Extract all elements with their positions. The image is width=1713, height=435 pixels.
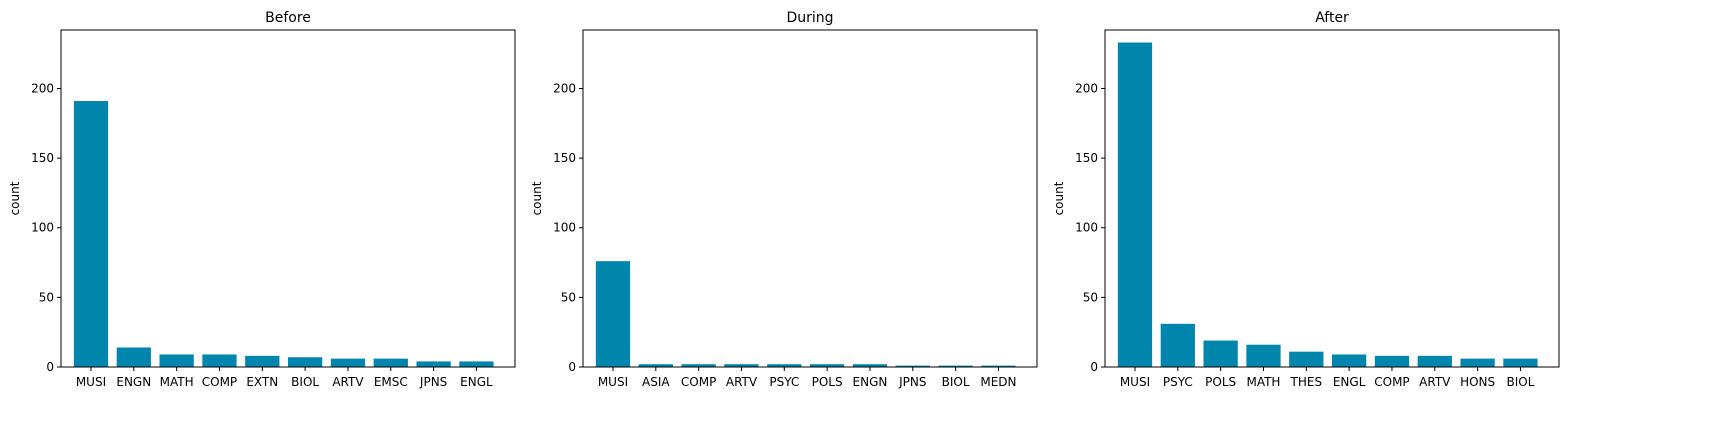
bar-engl (1332, 354, 1367, 367)
y-tick-label: 0 (46, 360, 54, 374)
bar-engn (116, 347, 151, 367)
chart-panel-2: MUSI ASIA COMP ARTV PSYC POLS ENGN JPNS BIOL MEDN… (530, 10, 1038, 389)
y-tick-label: 200 (1075, 81, 1098, 95)
chart-panel-1: MUSI ENGN MATH COMP EXTN BIOL ARTV EMSC JPNS ENGL… (8, 10, 516, 389)
y-tick-label: 100 (553, 221, 576, 235)
x-tick-label: HONS (1460, 375, 1495, 389)
bar-engl (459, 361, 494, 367)
plot-frame (582, 29, 1038, 368)
y-tick-label: 50 (1083, 290, 1098, 304)
x-tick-label: COMP (202, 375, 237, 389)
bar-musi (595, 261, 631, 367)
chart-title: After (1315, 10, 1349, 26)
bar-psyc (1160, 323, 1195, 367)
chart-panel-3: MUSI PSYC POLS MATH THES ENGL COMP ARTV HONS BIOL… (1052, 10, 1560, 389)
x-tick-label: MEDN (980, 375, 1016, 389)
bar-psyc (767, 364, 802, 367)
bar-musi (1117, 42, 1153, 367)
y-tick-label: 200 (31, 81, 54, 95)
bar-hons (1460, 358, 1495, 367)
bar-comp (681, 364, 716, 367)
x-tick-label: ASIA (642, 375, 670, 389)
x-tick-label: PSYC (1163, 375, 1193, 389)
bar-math (1246, 344, 1281, 367)
plot-frame (60, 29, 516, 368)
bar-extn (245, 355, 280, 367)
x-tick-label: POLS (812, 375, 843, 389)
y-tick-label: 100 (1075, 221, 1098, 235)
x-tick-label: ARTV (332, 375, 364, 389)
bar-artv (330, 358, 366, 367)
x-tick-label: EXTN (246, 375, 278, 389)
bar-medn (981, 365, 1016, 367)
x-tick-label: JPNS (898, 375, 926, 389)
x-tick-label: MATH (1246, 375, 1280, 389)
bar-emsc (373, 358, 408, 367)
bar-biol (938, 365, 973, 367)
bar-biol (1503, 358, 1538, 367)
bar-thes (1289, 351, 1324, 367)
x-tick-label: COMP (1374, 375, 1409, 389)
x-tick-label: MUSI (1120, 375, 1150, 389)
bar-pols (1203, 340, 1238, 367)
x-tick-label: EMSC (374, 375, 408, 389)
bar-artv (1417, 355, 1452, 367)
x-tick-label: ARTV (1419, 375, 1451, 389)
chart-title: Before (265, 10, 311, 26)
bar-jpns (416, 361, 451, 367)
chart-title: During (786, 10, 833, 26)
x-tick-label: THES (1290, 375, 1323, 389)
x-tick-label: JPNS (419, 375, 447, 389)
x-tick-label: ENGL (1333, 375, 1366, 389)
y-tick-label: 0 (1090, 360, 1098, 374)
x-tick-label: COMP (681, 375, 716, 389)
x-tick-label: POLS (1205, 375, 1236, 389)
y-axis-label: count (530, 181, 544, 215)
y-tick-label: 100 (31, 221, 54, 235)
y-tick-label: 150 (553, 151, 576, 165)
y-tick-label: 200 (553, 81, 576, 95)
x-tick-label: BIOL (942, 375, 970, 389)
x-tick-label: MUSI (76, 375, 106, 389)
y-tick-label: 150 (1075, 151, 1098, 165)
x-tick-label: MUSI (598, 375, 628, 389)
bar-comp (202, 354, 237, 367)
y-tick-label: 50 (561, 290, 576, 304)
bar-comp (1374, 355, 1410, 367)
x-tick-label: ENGL (460, 375, 493, 389)
y-axis-label: count (1052, 181, 1066, 215)
bar-artv (724, 364, 759, 367)
bar-engn (852, 364, 888, 367)
bar-pols (810, 364, 845, 367)
plot-frame (1104, 29, 1560, 368)
y-tick-label: 50 (39, 290, 54, 304)
bar-musi (73, 101, 109, 368)
y-axis-label: count (8, 181, 22, 215)
x-tick-label: BIOL (291, 375, 319, 389)
y-tick-label: 0 (568, 360, 576, 374)
x-tick-label: ARTV (726, 375, 758, 389)
y-tick-label: 150 (31, 151, 54, 165)
bar-asia (638, 364, 673, 367)
bar-biol (288, 357, 323, 367)
x-tick-label: ENGN (116, 375, 151, 389)
x-tick-label: ENGN (853, 375, 888, 389)
x-tick-label: PSYC (769, 375, 799, 389)
x-tick-label: BIOL (1506, 375, 1534, 389)
bar-math (159, 354, 194, 367)
bar-jpns (895, 365, 930, 367)
x-tick-label: MATH (160, 375, 194, 389)
